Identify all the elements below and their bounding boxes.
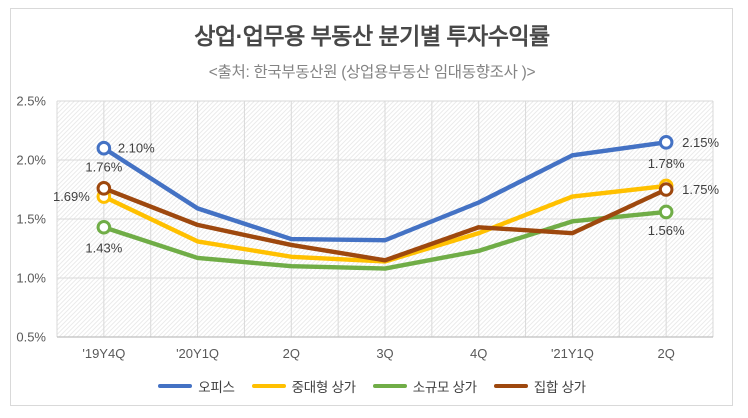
legend-line-swatch [158, 383, 193, 389]
x-axis-category-label: '19Y4Q [82, 346, 125, 361]
legend-label: 집합 상가 [533, 380, 586, 395]
legend-item-3: 집합 상가 [493, 376, 586, 396]
legend-label: 중대형 상가 [291, 380, 356, 395]
data-label: 1.43% [85, 240, 122, 255]
series-marker-2 [96, 219, 112, 235]
legend-item-2: 소규모 상가 [372, 376, 477, 396]
series-line-2 [101, 209, 669, 271]
x-axis-category-label: 2Q [657, 346, 674, 361]
legend-line-swatch [251, 383, 286, 389]
legend-line-swatch [372, 383, 407, 389]
legend-label: 오피스 [198, 380, 235, 395]
x-axis-category-label: 3Q [376, 346, 393, 361]
data-label: 1.76% [85, 159, 122, 174]
y-axis-tick-label: 1.5% [16, 212, 46, 227]
chart-subtitle: <출처: 한국부동산원 (상업용부동산 임대동향조사 )> [208, 64, 536, 81]
series-line-0 [101, 140, 669, 243]
data-label: 1.56% [648, 223, 685, 238]
legend-label: 소규모 상가 [412, 380, 477, 395]
y-axis-tick-label: 0.5% [16, 330, 46, 345]
series-marker-0 [96, 140, 112, 156]
legend-item-0: 오피스 [158, 376, 235, 396]
series-marker-2 [658, 204, 674, 220]
data-label: 1.75% [682, 182, 719, 197]
x-axis-category-label: '21Y1Q [551, 346, 594, 361]
data-label: 1.78% [648, 156, 685, 171]
y-axis-tick-label: 2.5% [16, 94, 46, 109]
legend-line-swatch [493, 383, 528, 389]
x-axis-category-label: 4Q [470, 346, 487, 361]
data-label: 2.15% [682, 135, 719, 150]
series-line-3 [101, 186, 669, 263]
data-label: 2.10% [118, 141, 155, 156]
chart-title: 상업·업무용 부동산 분기별 투자수익률 [194, 23, 550, 49]
x-axis-category-label: 2Q [283, 346, 300, 361]
y-axis-tick-label: 2.0% [16, 153, 46, 168]
series-marker-3 [658, 182, 674, 197]
legend-item-1: 중대형 상가 [251, 376, 356, 396]
y-axis-tick-label: 1.0% [16, 271, 46, 286]
series-marker-3 [96, 181, 112, 196]
data-label: 1.69% [53, 189, 90, 204]
series-marker-0 [658, 135, 674, 150]
legend: 오피스 중대형 상가 소규모 상가 집합 상가 [10, 375, 734, 397]
x-axis-category-label: '20Y1Q [176, 346, 219, 361]
